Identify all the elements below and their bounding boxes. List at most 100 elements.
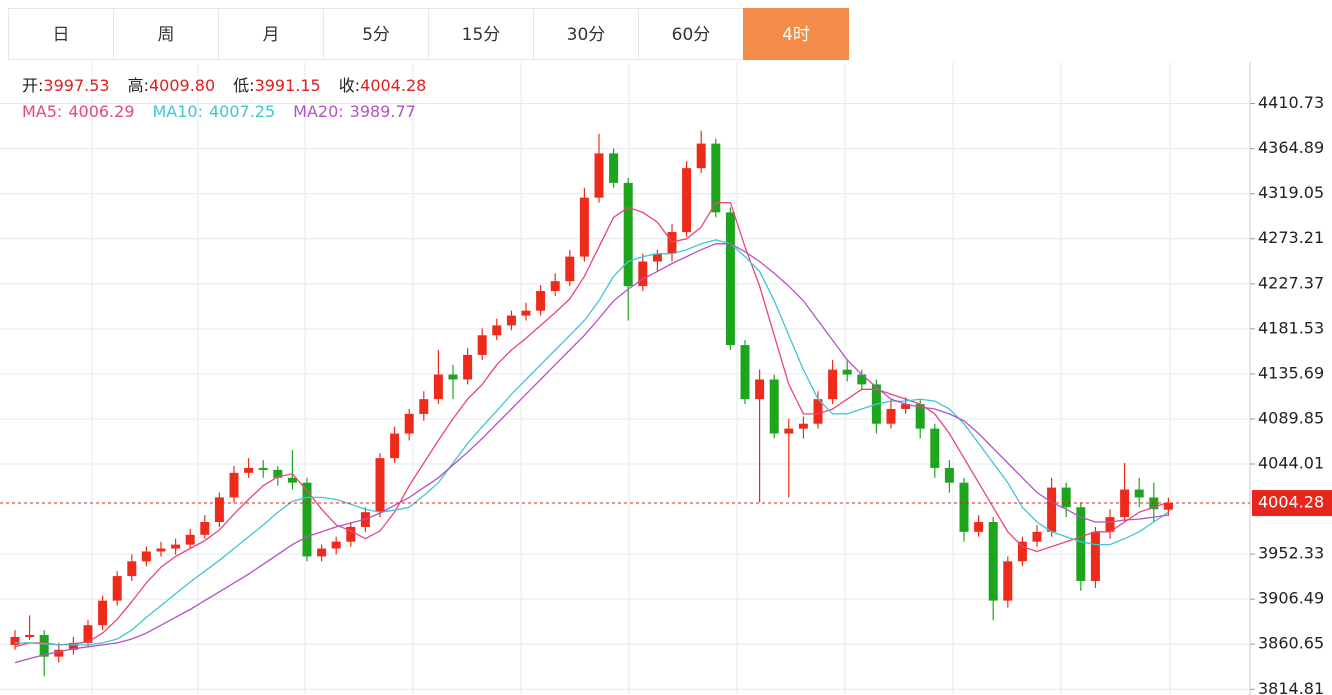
period-tab[interactable]: 5分	[323, 8, 429, 60]
y-tick-label: 3860.65	[1258, 634, 1324, 653]
candle-body	[711, 143, 721, 213]
candle-body	[652, 253, 662, 262]
info-label: 开:	[22, 76, 43, 95]
candle-body	[346, 526, 356, 542]
candle-body	[565, 256, 575, 282]
candle-body	[112, 576, 122, 601]
y-tick-label: 4364.89	[1258, 138, 1324, 157]
candle-body	[127, 561, 137, 577]
candle-body	[550, 281, 560, 292]
ma-line	[14, 243, 1169, 664]
candle-body	[506, 315, 516, 326]
candle-body	[287, 477, 297, 483]
candle-body	[623, 182, 633, 287]
y-tick-label: 4273.21	[1258, 228, 1324, 247]
candle-body	[1163, 503, 1173, 510]
candle-body	[536, 291, 546, 311]
period-tabs: 日周月 5分 15分 30分 60分 4时	[8, 8, 849, 60]
candle-body	[696, 143, 706, 169]
candle-body	[54, 649, 64, 657]
candle-body	[798, 423, 808, 429]
candle-body	[404, 413, 414, 434]
candle-body	[98, 600, 108, 626]
candle-body	[667, 232, 677, 254]
candle-body	[200, 522, 210, 535]
legend-label: MA10:	[153, 102, 204, 121]
candle-body	[886, 408, 896, 424]
y-tick-label: 4410.73	[1258, 93, 1324, 112]
period-tab[interactable]: 周	[113, 8, 219, 60]
candle-body	[433, 374, 443, 400]
candle-body	[302, 482, 312, 557]
candle-body	[171, 544, 181, 549]
candle-body	[682, 168, 692, 233]
candle-body	[828, 369, 838, 400]
candle-body	[638, 261, 648, 287]
candle-body	[594, 153, 604, 198]
candle-body	[930, 428, 940, 468]
legend-value: 4007.25	[209, 102, 275, 121]
candle-body	[463, 354, 473, 380]
candle-body	[974, 522, 984, 532]
y-tick-label: 3814.81	[1258, 679, 1324, 695]
candle-body	[740, 345, 750, 400]
period-tab[interactable]: 60分	[638, 8, 744, 60]
candle-body	[1105, 517, 1115, 532]
candle-body	[988, 522, 998, 601]
period-tab[interactable]: 30分	[533, 8, 639, 60]
candle-body	[331, 541, 341, 549]
candle-body	[579, 197, 589, 257]
candle-body	[68, 642, 78, 650]
info-label: 高:	[128, 76, 149, 95]
y-tick-label: 4044.01	[1258, 454, 1324, 473]
period-tab[interactable]: 15分	[428, 8, 534, 60]
candle-body	[229, 472, 239, 498]
candle-body	[273, 469, 283, 478]
candle-body	[1003, 561, 1013, 601]
last-price-box	[1252, 490, 1332, 517]
candle-body	[944, 467, 954, 483]
candle-body	[1134, 489, 1144, 498]
candle-body	[477, 335, 487, 355]
period-tab[interactable]: 月	[218, 8, 324, 60]
candle-body	[1061, 487, 1071, 508]
legend-value: 4006.29	[68, 102, 134, 121]
candle-body	[755, 379, 765, 400]
candle-body	[492, 325, 502, 336]
candle-body	[39, 635, 49, 657]
legend-label: MA5:	[22, 102, 62, 121]
legend-value: 3989.77	[350, 102, 416, 121]
candle-body	[915, 404, 925, 429]
y-tick-label: 4181.53	[1258, 318, 1324, 337]
y-tick-label: 4089.85	[1258, 408, 1324, 427]
y-tick-label: 3906.49	[1258, 589, 1324, 608]
y-tick-label: 4227.37	[1258, 273, 1324, 292]
info-label: 收:	[339, 76, 360, 95]
period-tab[interactable]: 4时	[743, 8, 849, 60]
candle-body	[1047, 487, 1057, 532]
candle-body	[214, 497, 224, 523]
candle-body	[784, 428, 794, 434]
candle-body	[1017, 541, 1027, 562]
info-value: 4004.28	[360, 76, 426, 95]
info-value: 3991.15	[255, 76, 321, 95]
y-tick-label: 4319.05	[1258, 183, 1324, 202]
candle-body	[448, 374, 458, 380]
candle-body	[857, 374, 867, 385]
period-tab[interactable]: 日	[8, 8, 114, 60]
candle-body	[609, 153, 619, 183]
y-tick-label: 4135.69	[1258, 363, 1324, 382]
ma-line	[15, 239, 1169, 646]
info-value: 3997.53	[43, 76, 109, 95]
candle-body	[842, 369, 852, 375]
candle-body	[10, 637, 20, 645]
candle-body	[419, 399, 429, 414]
info-label: 低:	[233, 76, 254, 95]
candle-body	[25, 635, 35, 638]
candle-body	[317, 548, 327, 557]
candle-body	[769, 379, 779, 434]
candle-body	[258, 467, 268, 470]
y-tick-label: 3952.33	[1258, 544, 1324, 563]
